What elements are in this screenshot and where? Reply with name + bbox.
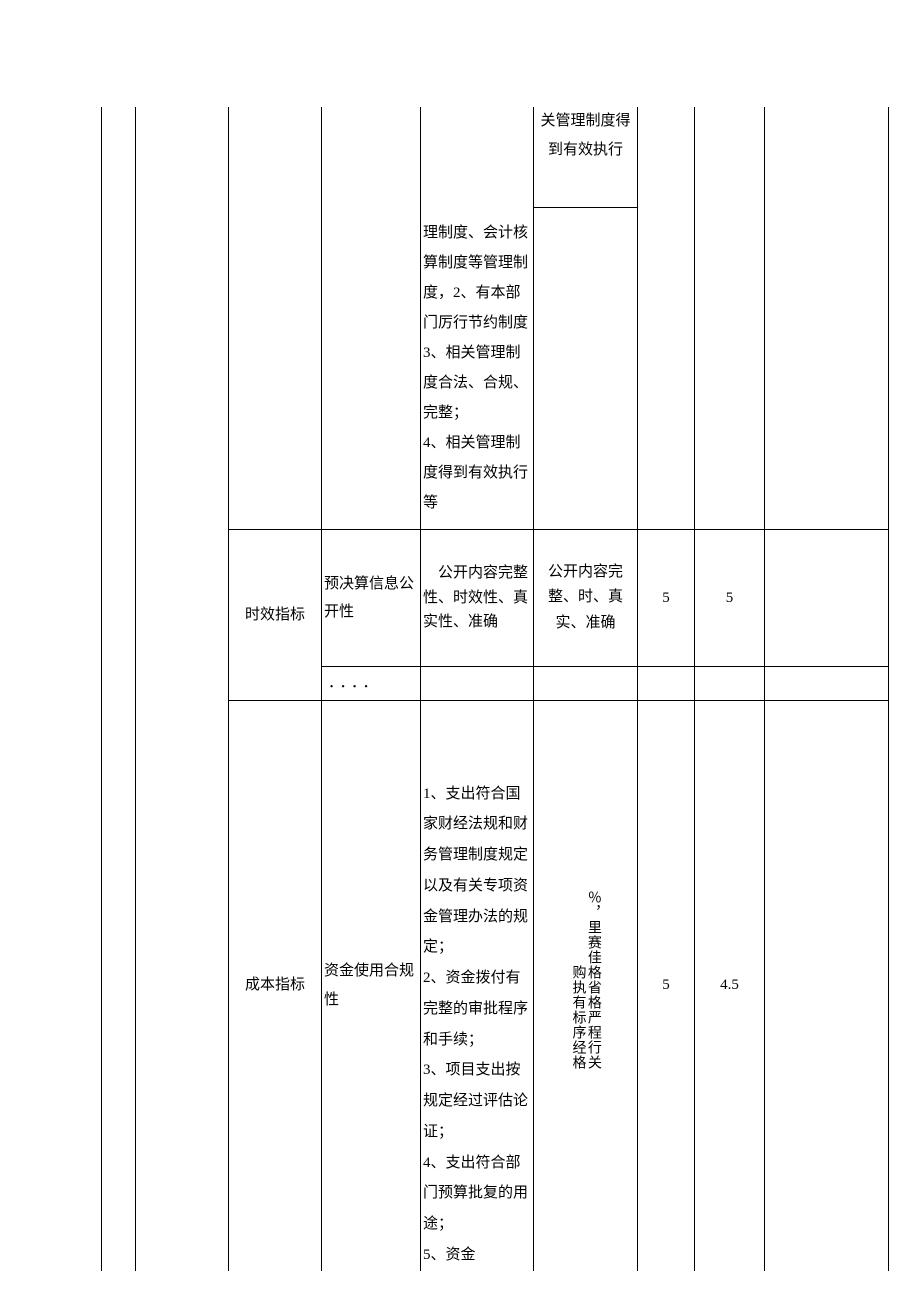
data-table: 关管理制度得到有效执行 理制度、会计核算制度等管理制度，2、有本部门厉行节约制度… bbox=[101, 107, 889, 1271]
cell-d bbox=[322, 107, 421, 530]
cell-f: 购执有标序经格％，里赛佳格省格严程行关 bbox=[534, 700, 638, 1271]
cell-g: 5 bbox=[638, 530, 695, 667]
cell-i bbox=[765, 107, 889, 530]
cell-e bbox=[421, 667, 534, 701]
cell-g bbox=[638, 107, 695, 530]
page: 关管理制度得到有效执行 理制度、会计核算制度等管理制度，2、有本部门厉行节约制度… bbox=[0, 0, 920, 1301]
cell-i bbox=[765, 667, 889, 701]
cell-g bbox=[638, 667, 695, 701]
cell-f: 关管理制度得到有效执行 bbox=[534, 107, 638, 207]
cell-h bbox=[695, 107, 765, 530]
table-row: 关管理制度得到有效执行 bbox=[102, 107, 889, 207]
cell-c bbox=[229, 107, 322, 530]
cell-g: 5 bbox=[638, 700, 695, 1271]
cell-c: 成本指标 bbox=[229, 700, 322, 1271]
cell-h bbox=[695, 667, 765, 701]
cell-f-empty bbox=[534, 207, 638, 530]
cell-e: 1、支出符合国家财经法规和财务管理制度规定以及有关专项资金管理办法的规定； 2、… bbox=[421, 700, 534, 1271]
cell-d: 资金使用合规性 bbox=[322, 700, 421, 1271]
cell-d: 预决算信息公开性 bbox=[322, 530, 421, 667]
cell-b bbox=[136, 107, 229, 1271]
cell-i bbox=[765, 530, 889, 667]
cell-e: 公开内容完整性、时效性、真实性、准确 bbox=[421, 530, 534, 667]
vertical-text-1: 购执有标序经格 bbox=[570, 965, 585, 1070]
cell-f bbox=[534, 667, 638, 701]
cell-e-cont: 理制度、会计核算制度等管理制度，2、有本部门厉行节约制度 3、相关管理制度合法、… bbox=[421, 207, 534, 530]
cell-c: 时效指标 bbox=[229, 530, 322, 701]
cell-h: 4.5 bbox=[695, 700, 765, 1271]
cell-f: 公开内容完整、时、真实、准确 bbox=[534, 530, 638, 667]
cell-i bbox=[765, 700, 889, 1271]
cell-a bbox=[102, 107, 136, 1271]
vertical-text-0: ％，里赛佳格省格严程行关 bbox=[586, 890, 601, 1070]
cell-h: 5 bbox=[695, 530, 765, 667]
cell-d: ．．．． bbox=[322, 667, 421, 701]
cell-e-top bbox=[421, 107, 534, 207]
